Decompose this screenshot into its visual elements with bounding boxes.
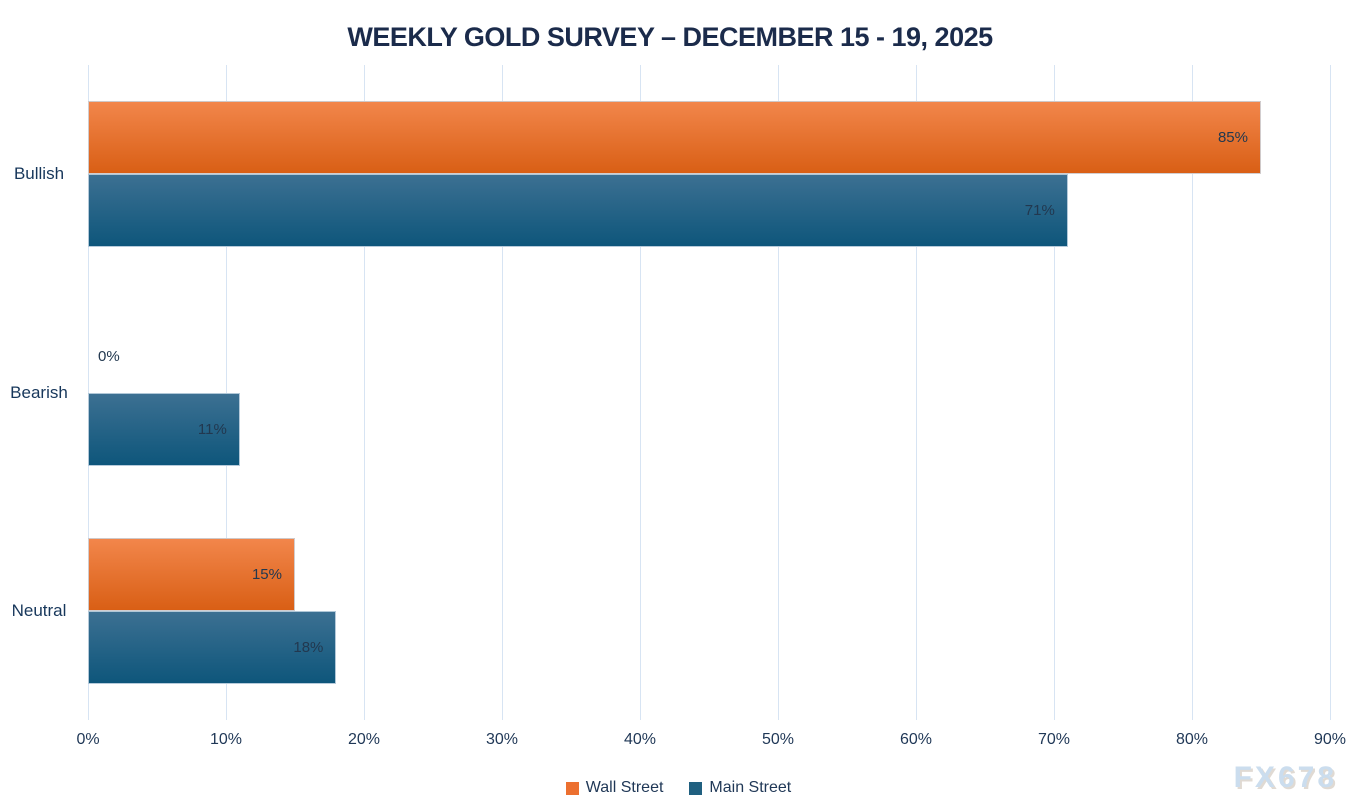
gridline-20 xyxy=(364,65,365,720)
legend-item-main-street: Main Street xyxy=(689,779,791,797)
gridline-60 xyxy=(916,65,917,720)
data-label-bearish-main-street: 11% xyxy=(197,420,227,438)
legend: Wall Street Main Street xyxy=(0,779,1357,797)
x-tick-label: 40% xyxy=(623,731,657,748)
data-label-bearish-wall-street: 0% xyxy=(98,347,120,365)
legend-label: Main Street xyxy=(709,779,792,796)
x-tick-label: 20% xyxy=(347,731,381,748)
x-tick-label: 70% xyxy=(1037,731,1071,748)
x-tick-label: 80% xyxy=(1175,731,1209,748)
x-tick-label: 60% xyxy=(899,731,933,748)
gridline-70 xyxy=(1054,65,1055,720)
gridline-40 xyxy=(640,65,641,720)
chart-title: WEEKLY GOLD SURVEY – DECEMBER 15 - 19, 2… xyxy=(347,22,993,52)
category-label-bullish: Bullish xyxy=(13,164,65,184)
category-label-bearish: Bearish xyxy=(10,382,68,402)
gridline-90 xyxy=(1330,65,1331,720)
bar-neutral-main-street xyxy=(88,610,337,684)
legend-label: Wall Street xyxy=(585,779,664,796)
legend-swatch-icon xyxy=(565,781,579,795)
bar-bullish-main-street xyxy=(88,174,1068,248)
x-tick-label: 30% xyxy=(485,731,519,748)
legend-item-wall-street: Wall Street xyxy=(565,779,664,797)
bar-bearish-main-street xyxy=(88,392,240,466)
bar-bullish-wall-street xyxy=(88,101,1261,175)
plot-area: 85% 71% 0% 11% 15% 18% xyxy=(88,65,1331,720)
x-tick-label: 90% xyxy=(1313,731,1347,748)
category-label-neutral: Neutral xyxy=(11,600,67,620)
x-tick-label: 10% xyxy=(209,731,243,748)
data-label-bullish-main-street: 71% xyxy=(1024,202,1055,220)
gridline-30 xyxy=(502,65,503,720)
x-tick-label: 0% xyxy=(76,731,100,748)
gridline-80 xyxy=(1192,65,1193,720)
gridline-50 xyxy=(778,65,779,720)
legend-swatch-icon xyxy=(689,781,703,795)
x-tick-label: 50% xyxy=(761,731,795,748)
watermark: FX678 xyxy=(1233,761,1337,794)
data-label-neutral-wall-street: 15% xyxy=(251,565,282,583)
data-label-bullish-wall-street: 85% xyxy=(1217,129,1248,147)
bar-neutral-wall-street xyxy=(88,537,295,611)
data-label-neutral-main-street: 18% xyxy=(293,638,324,656)
